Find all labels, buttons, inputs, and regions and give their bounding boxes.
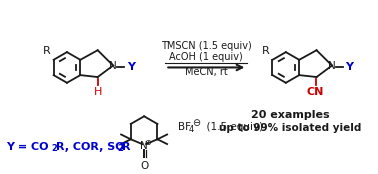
- Text: Y: Y: [127, 61, 135, 72]
- Text: N: N: [109, 61, 117, 70]
- Text: Y: Y: [345, 61, 353, 72]
- Text: R: R: [262, 46, 270, 56]
- Text: 2: 2: [51, 144, 57, 153]
- Text: R: R: [43, 46, 51, 56]
- Text: up to 99% isolated yield: up to 99% isolated yield: [220, 123, 362, 133]
- Text: AcOH (1 equiv): AcOH (1 equiv): [169, 52, 243, 62]
- Text: 4: 4: [189, 125, 194, 134]
- Text: ⊖: ⊖: [192, 118, 200, 128]
- Text: TMSCN (1.5 equiv): TMSCN (1.5 equiv): [161, 41, 252, 51]
- Text: ⊕: ⊕: [144, 138, 152, 147]
- Text: Y = CO: Y = CO: [6, 142, 49, 152]
- Text: BF: BF: [178, 122, 191, 132]
- Text: H: H: [93, 87, 102, 97]
- Text: N: N: [328, 61, 336, 70]
- Text: O: O: [140, 161, 148, 171]
- Text: MeCN, rt: MeCN, rt: [185, 67, 228, 77]
- Text: N: N: [140, 141, 148, 151]
- Text: 2: 2: [117, 144, 123, 153]
- Text: CN: CN: [307, 87, 324, 97]
- Text: 20 examples: 20 examples: [251, 110, 330, 120]
- Text: (1.5 equiv): (1.5 equiv): [200, 122, 263, 132]
- Text: R, COR, SO: R, COR, SO: [56, 142, 125, 152]
- Text: R: R: [122, 142, 130, 152]
